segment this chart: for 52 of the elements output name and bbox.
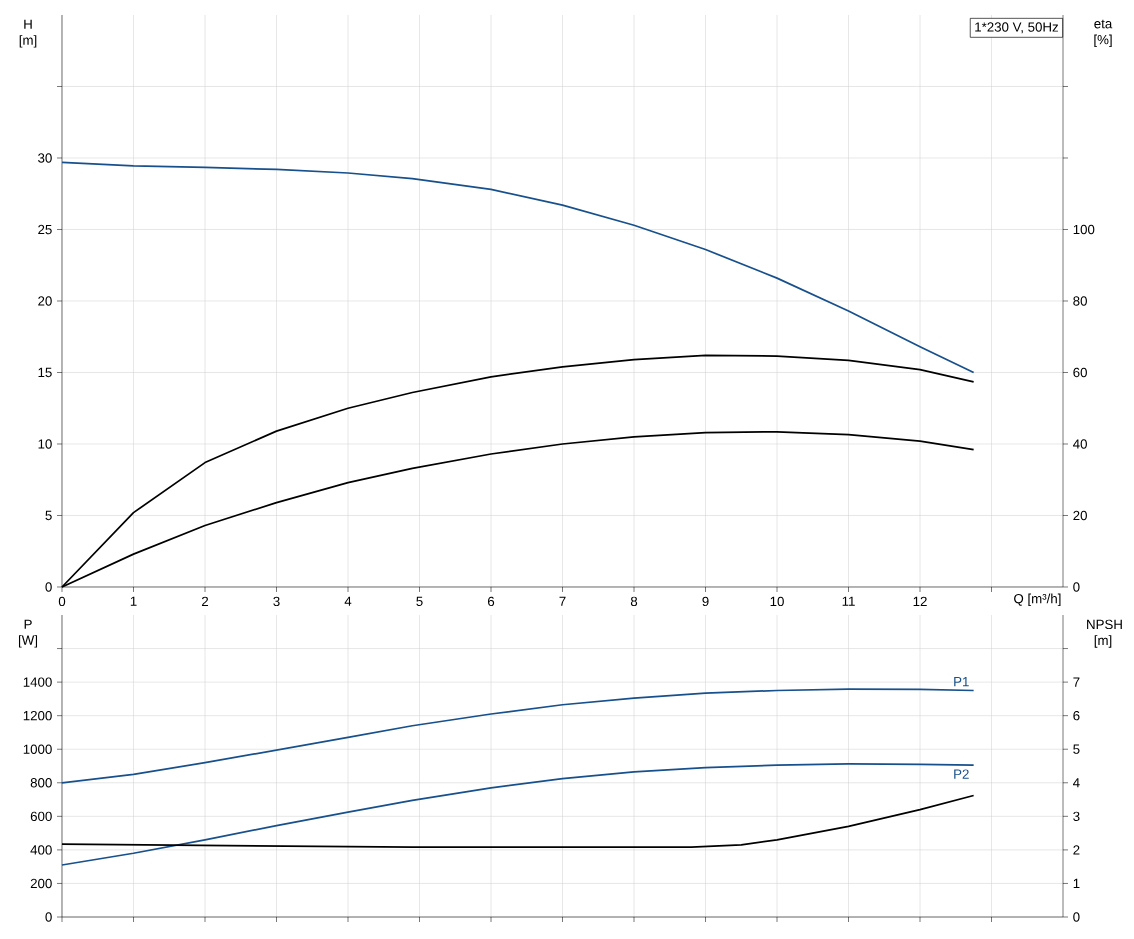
x-tick-label: 3 [273, 596, 280, 607]
y2-tick-label: 2 [1073, 845, 1080, 855]
y-axis-title: H [m] [19, 19, 37, 48]
y2-tick-label: 0 [1073, 582, 1080, 592]
y-tick-label: 800 [30, 778, 52, 788]
x-tick-label: 5 [416, 596, 423, 606]
y2-axis-title: NPSH [m] [1087, 619, 1122, 648]
y2-tick-label: 80 [1073, 296, 1087, 306]
y-tick-label: 0 [45, 582, 52, 592]
y2-tick-label: 0 [1073, 912, 1080, 922]
y2-tick-label: 1 [1073, 878, 1080, 889]
annotation: 1*230 V, 50Hz [975, 22, 1058, 34]
x-tick-label: 4 [344, 596, 352, 606]
y2-tick-label: 5 [1073, 744, 1080, 754]
x-tick-label: 12 [913, 596, 927, 606]
y-tick-label: 25 [38, 224, 52, 235]
y2-tick-label: 40 [1073, 439, 1087, 449]
y2-tick-label: 4 [1073, 778, 1080, 788]
y-tick-label: 600 [30, 811, 52, 822]
y2-tick-label: 7 [1073, 677, 1080, 687]
x-tick-label: 9 [702, 596, 709, 607]
line-series [61, 161, 975, 374]
series-label: P1 [954, 677, 969, 687]
y-tick-label: 0 [45, 912, 52, 922]
y2-tick-label: 6 [1073, 710, 1080, 721]
y2-tick-label: 20 [1073, 510, 1087, 521]
y-tick-label: 1000 [23, 744, 52, 754]
y2-tick-label: 100 [1073, 224, 1095, 235]
y-tick-label: 15 [38, 367, 52, 378]
y-tick-label: 400 [30, 845, 52, 855]
series-label: P2 [954, 769, 969, 779]
y-tick-label: 1400 [23, 677, 52, 687]
x-tick-label: 6 [487, 596, 495, 607]
y-tick-label: 5 [45, 510, 52, 521]
x-tick-label: 0 [58, 596, 66, 607]
y2-axis-title: eta [%] [1094, 19, 1113, 47]
x-axis-title: Q [m³/h] [1014, 593, 1061, 606]
x-tick-label: 11 [842, 596, 855, 606]
line-series [61, 763, 975, 866]
y-tick-label: 20 [38, 296, 52, 306]
y-tick-label: 10 [38, 439, 52, 449]
y-tick-label: 1200 [23, 710, 52, 721]
y-axis-title: P [W] [18, 619, 38, 648]
x-tick-label: 1 [130, 596, 137, 606]
x-tick-label: 2 [201, 596, 209, 606]
y2-tick-label: 3 [1073, 811, 1080, 822]
y-tick-label: 200 [30, 878, 52, 889]
x-tick-label: 8 [630, 596, 638, 607]
x-tick-label: 10 [770, 596, 784, 607]
x-tick-label: 7 [559, 596, 566, 606]
y-tick-label: 30 [38, 153, 52, 163]
y2-tick-label: 60 [1073, 367, 1087, 378]
